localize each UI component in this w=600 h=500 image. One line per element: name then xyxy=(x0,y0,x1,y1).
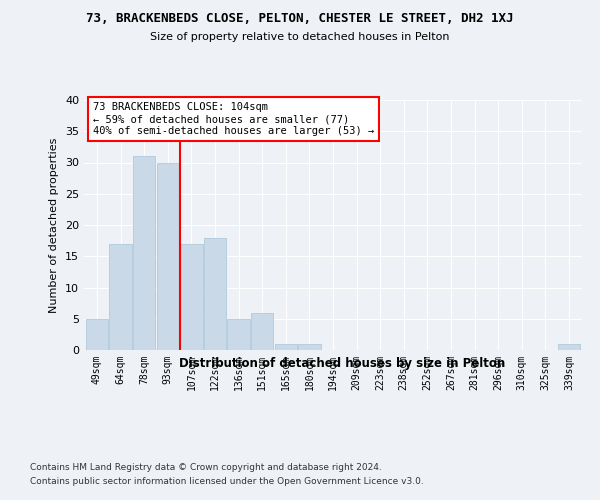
Bar xyxy=(558,344,580,350)
Bar xyxy=(109,244,132,350)
Text: 73 BRACKENBEDS CLOSE: 104sqm
← 59% of detached houses are smaller (77)
40% of se: 73 BRACKENBEDS CLOSE: 104sqm ← 59% of de… xyxy=(93,102,374,136)
Bar xyxy=(157,162,179,350)
Bar xyxy=(204,238,226,350)
Text: Distribution of detached houses by size in Pelton: Distribution of detached houses by size … xyxy=(179,358,505,370)
Bar xyxy=(251,312,274,350)
Bar xyxy=(298,344,320,350)
Y-axis label: Number of detached properties: Number of detached properties xyxy=(49,138,59,312)
Text: Contains public sector information licensed under the Open Government Licence v3: Contains public sector information licen… xyxy=(30,477,424,486)
Bar xyxy=(227,319,250,350)
Bar xyxy=(133,156,155,350)
Text: 73, BRACKENBEDS CLOSE, PELTON, CHESTER LE STREET, DH2 1XJ: 73, BRACKENBEDS CLOSE, PELTON, CHESTER L… xyxy=(86,12,514,26)
Bar xyxy=(180,244,203,350)
Bar xyxy=(275,344,297,350)
Text: Contains HM Land Registry data © Crown copyright and database right 2024.: Contains HM Land Registry data © Crown c… xyxy=(30,464,382,472)
Text: Size of property relative to detached houses in Pelton: Size of property relative to detached ho… xyxy=(150,32,450,42)
Bar xyxy=(86,319,108,350)
